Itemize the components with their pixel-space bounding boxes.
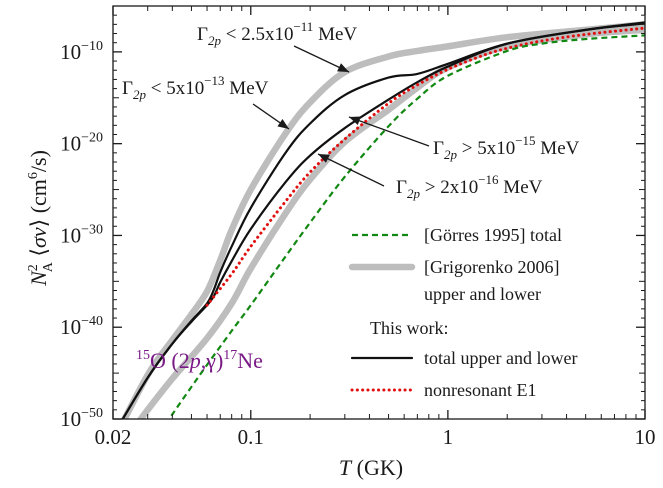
series-grigorenko-2006-lower <box>136 26 645 419</box>
annotation-layer: Γ2p < 2.5x10−11 MeV Γ2p < 5x10−13 MeV Γ2p … <box>122 19 580 201</box>
series-nonresonant-e1 <box>205 26 645 307</box>
annotation-arrowhead-a4 <box>318 154 330 163</box>
series-this-work-total-lower <box>121 22 645 419</box>
annotation-arrowhead-a1 <box>337 63 349 72</box>
legend-label: [Görres 1995] total <box>424 225 562 245</box>
x-axis-title: T (GK) <box>339 455 403 480</box>
annotation-arrow-a4 <box>317 153 385 187</box>
legend: [Görres 1995] total [Grigorenko 2006] uppe… <box>348 225 577 400</box>
annotation-a2: Γ2p < 5x10−13 MeV <box>122 73 269 102</box>
y-tick-label: 10−20 <box>60 131 103 156</box>
legend-label-line2: upper and lower <box>424 284 541 304</box>
series-g-rres-1995-total <box>168 34 645 419</box>
x-tick-label: 0.1 <box>238 425 264 449</box>
legend-label: total upper and lower <box>424 348 577 368</box>
y-tick-label: 10−30 <box>60 222 103 247</box>
reaction-label: 15O (2p,γ)17Ne <box>136 348 263 373</box>
plot-frame <box>112 5 646 420</box>
legend-label: nonresonant E1 <box>424 380 536 400</box>
y-tick-label: 10−40 <box>60 314 103 339</box>
axis-ticks: 0.02 0.1 1 10 10−50 10−40 10−30 10−20 10−10 <box>60 5 656 449</box>
series-layer <box>120 21 645 419</box>
legend-label: [Grigorenko 2006] <box>424 257 559 277</box>
legend-header: This work: <box>370 318 449 338</box>
x-tick-label: 0.02 <box>95 425 132 449</box>
y-axis-title: N2A ⟨σv⟩ (cm6/s) <box>26 150 56 287</box>
x-tick-label: 10 <box>635 425 656 449</box>
annotation-a4: Γ2p > 2x10−16 MeV <box>396 172 543 201</box>
annotation-a1: Γ2p < 2.5x10−11 MeV <box>197 19 357 48</box>
annotation-arrowhead-a2 <box>277 119 289 129</box>
series-grigorenko-2006-upper <box>120 21 645 419</box>
annotation-a3: Γ2p > 5x10−15 MeV <box>433 133 580 162</box>
annotation-arrowhead-a3 <box>349 116 361 125</box>
x-tick-label: 1 <box>443 425 454 449</box>
y-tick-label: 10−50 <box>60 406 103 431</box>
annotation-arrow-a3 <box>348 116 430 147</box>
y-tick-label: 10−10 <box>60 39 103 64</box>
